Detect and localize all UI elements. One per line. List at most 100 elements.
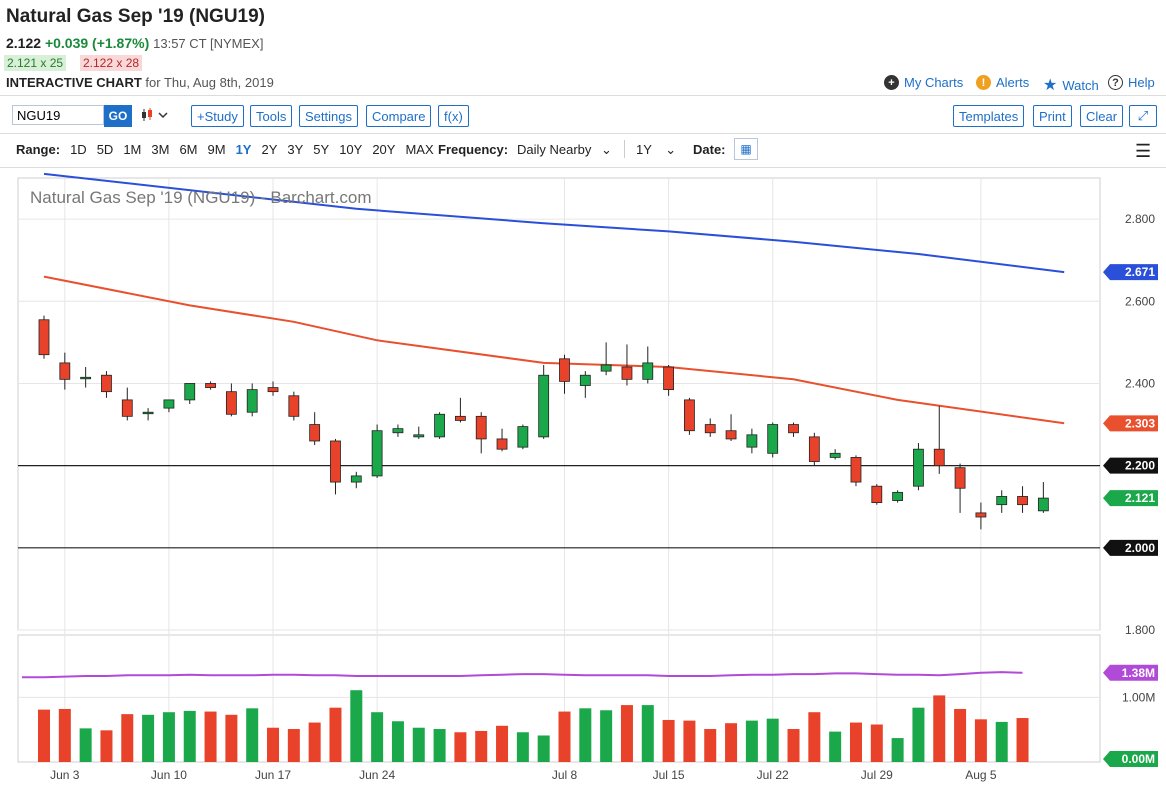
- volume-bar: [933, 695, 946, 762]
- divider: [0, 167, 1166, 168]
- candle-body: [413, 434, 425, 438]
- candle-body: [538, 374, 550, 438]
- chart-type-dropdown[interactable]: [140, 107, 170, 126]
- candle-body: [225, 391, 237, 415]
- volume-bar: [870, 724, 883, 762]
- go-button[interactable]: GO: [104, 105, 132, 127]
- x-tick-label: Jun 17: [255, 768, 291, 782]
- range-option[interactable]: 9M: [207, 142, 226, 157]
- range-option[interactable]: 1D: [70, 142, 87, 157]
- study-button[interactable]: +Study: [191, 105, 244, 127]
- price-change: +0.039 (+1.87%): [44, 35, 150, 51]
- price-tag-text: 2.671: [1125, 265, 1155, 279]
- volume-moving-average: [22, 671, 1023, 679]
- symbol-input[interactable]: [12, 105, 104, 125]
- candle-body: [996, 496, 1008, 506]
- compare-button[interactable]: Compare: [366, 105, 432, 127]
- watch-label: Watch: [1062, 77, 1099, 93]
- candle-body: [350, 475, 362, 483]
- range-option[interactable]: 5Y: [313, 142, 330, 157]
- period-dropdown[interactable]: 1Y ⌄: [636, 142, 676, 158]
- volume-bar: [725, 723, 738, 762]
- x-tick-label: Jul 8: [552, 768, 578, 782]
- alerts-link[interactable]: ! Alerts: [976, 75, 1029, 90]
- volume-bar: [308, 722, 321, 762]
- divider: [624, 140, 625, 158]
- volume-bar: [558, 711, 571, 762]
- range-option[interactable]: 3Y: [287, 142, 304, 157]
- volume-bar: [267, 727, 280, 762]
- range-option[interactable]: 2Y: [261, 142, 278, 157]
- volume-bar: [58, 708, 71, 762]
- print-button[interactable]: Print: [1033, 105, 1072, 127]
- price-tag-text: 2.121: [1125, 491, 1155, 505]
- volume-bar: [1016, 718, 1029, 762]
- price-tag-shape: [1103, 490, 1158, 507]
- my-charts-link[interactable]: + My Charts: [884, 75, 963, 90]
- range-option[interactable]: 10Y: [339, 142, 363, 157]
- volume-ma-tag: 1.38M: [1103, 664, 1158, 681]
- clear-button[interactable]: Clear: [1080, 105, 1124, 127]
- price-tag: 2.121: [1103, 490, 1158, 507]
- x-tick-label: Jun 3: [50, 768, 80, 782]
- candle-body: [954, 467, 966, 489]
- volume-bar: [787, 729, 800, 762]
- candle-body: [788, 424, 799, 434]
- help-link[interactable]: ? Help: [1108, 75, 1155, 90]
- candle-body: [933, 448, 945, 467]
- price-tag-text: 2.200: [1125, 459, 1155, 473]
- chevron-down-icon: ⌄: [665, 142, 677, 157]
- range-option[interactable]: 20Y: [372, 142, 396, 157]
- volume-bar: [912, 707, 925, 762]
- candlestick-icon: [142, 108, 168, 121]
- candle-body: [392, 428, 404, 434]
- x-tick-label: Jun 10: [151, 768, 187, 782]
- frequency-value: Daily Nearby: [517, 142, 592, 157]
- price-tag: 2.303: [1103, 415, 1158, 432]
- price-chart[interactable]: 2.800 2.600 2.400 2.200 2.000 1.800 Jun 3 Jun 1…: [0, 170, 1166, 792]
- candle-body: [746, 434, 758, 448]
- candle-body: [38, 319, 50, 356]
- settings-button[interactable]: Settings: [299, 105, 358, 127]
- range-option[interactable]: 1M: [123, 142, 142, 157]
- volume-bar: [183, 710, 196, 762]
- candle-body: [434, 413, 445, 438]
- volume-bar: [38, 709, 50, 762]
- candle-body: [288, 395, 300, 417]
- watch-link[interactable]: ★ Watch: [1043, 75, 1099, 95]
- range-option[interactable]: 5D: [96, 142, 114, 157]
- volume-zero-tag-text: 0.00M: [1122, 752, 1155, 766]
- volume-bar: [454, 732, 467, 762]
- function-button[interactable]: f(x): [438, 105, 469, 127]
- range-option-active[interactable]: 1Y: [235, 142, 252, 157]
- candle-body: [80, 376, 92, 380]
- page-title: Natural Gas Sep '19 (NGU19): [6, 6, 265, 27]
- frequency-dropdown[interactable]: Daily Nearby ⌄: [517, 142, 612, 158]
- volume-bar: [620, 705, 633, 762]
- range-option[interactable]: 6M: [179, 142, 198, 157]
- calendar-button[interactable]: ▦: [734, 138, 758, 160]
- y-tick-label: 2.400: [1125, 376, 1155, 390]
- templates-button[interactable]: Templates: [953, 105, 1025, 127]
- candle-body: [330, 440, 341, 483]
- volume-bar: [204, 711, 217, 762]
- last-price: 2.122: [6, 35, 42, 51]
- range-option[interactable]: MAX: [405, 142, 434, 157]
- price-tag-text: 2.000: [1125, 541, 1155, 555]
- tools-button[interactable]: Tools: [250, 105, 293, 127]
- x-tick-label: Jul 29: [861, 768, 893, 782]
- range-bar: Range: 1D 5D 1M 3M 6M 9M 1Y 2Y 3Y 5Y 10Y…: [16, 142, 434, 157]
- chart-heading: INTERACTIVE CHART for Thu, Aug 8th, 2019: [6, 75, 274, 90]
- candle-body: [517, 426, 529, 448]
- menu-icon[interactable]: ☰: [1135, 141, 1152, 161]
- candle-body: [579, 374, 591, 386]
- price-tag: 2.200: [1103, 457, 1158, 474]
- volume-tick-label: 1.00M: [1122, 690, 1155, 704]
- candle-body: [725, 430, 737, 440]
- quote-line: 2.122 +0.039 (+1.87%) 13:57 CT [NYMEX]: [6, 35, 263, 51]
- volume-bar: [537, 735, 550, 762]
- range-option[interactable]: 3M: [151, 142, 170, 157]
- candle-body: [871, 485, 883, 504]
- volume-bar: [579, 708, 592, 762]
- expand-button[interactable]: ⤢: [1129, 105, 1157, 127]
